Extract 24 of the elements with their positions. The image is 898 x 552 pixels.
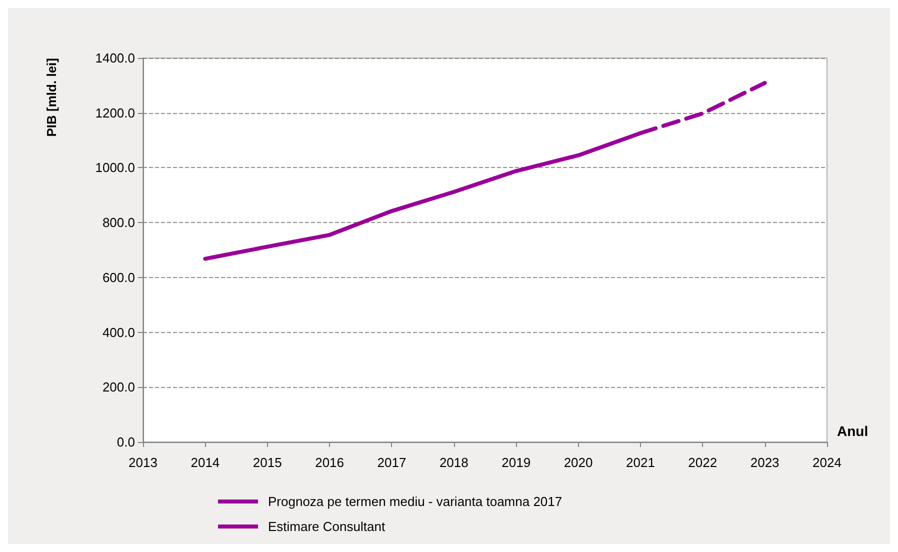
- legend-label: Estimare Consultant: [268, 519, 386, 534]
- x-tick-label: 2024: [812, 455, 842, 470]
- x-tick-label: 2016: [315, 455, 344, 470]
- y-tick-label: 0.0: [116, 434, 135, 450]
- y-tick-label: 1400.0: [95, 50, 135, 66]
- x-tick-label: 2018: [439, 455, 468, 470]
- x-tick-label: 2015: [252, 455, 282, 470]
- legend-label: Prognoza pe termen mediu - varianta toamna 2017: [268, 494, 562, 509]
- x-tick-label: 2022: [688, 455, 718, 470]
- y-axis-title: PIB [mld. lei]: [44, 58, 59, 137]
- x-axis-title: Anul: [837, 423, 868, 439]
- y-tick-label: 800.0: [102, 215, 135, 230]
- x-tick-label: 2019: [502, 455, 531, 470]
- x-tick-label: 2013: [128, 455, 158, 470]
- x-tick-label: 2021: [626, 455, 655, 470]
- y-tick-label: 1000.0: [95, 160, 135, 176]
- x-tick-label: 2020: [564, 455, 593, 470]
- x-tick-label: 2017: [377, 455, 406, 470]
- y-tick-label: 400.0: [102, 324, 135, 340]
- x-tick-label: 2023: [750, 455, 780, 470]
- y-tick-label: 200.0: [102, 380, 135, 395]
- x-tick-label: 2014: [190, 455, 220, 470]
- y-tick-label: 600.0: [102, 270, 135, 285]
- y-tick-label: 1200.0: [95, 105, 135, 120]
